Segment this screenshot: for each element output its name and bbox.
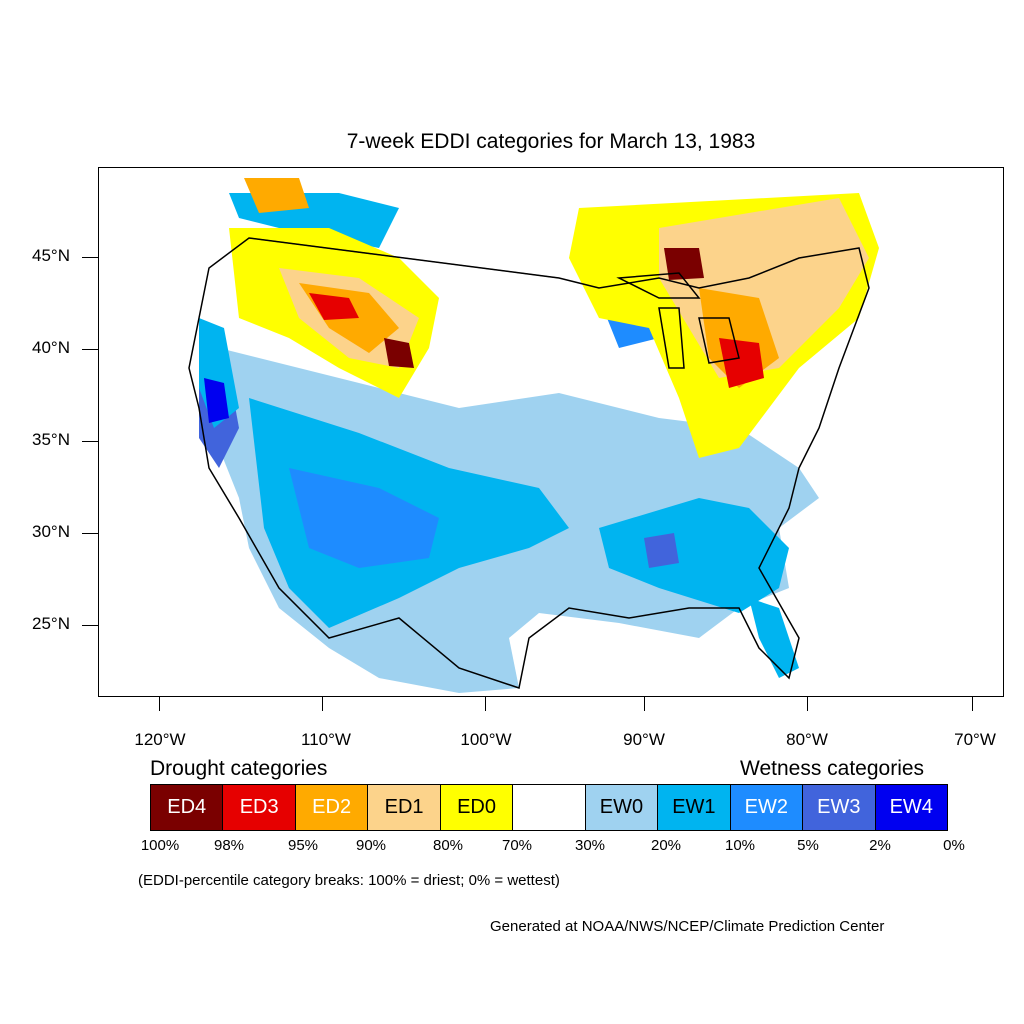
gulf-ew3	[644, 533, 679, 568]
canada-border	[248, 237, 560, 279]
lon-label-90: 90°W	[623, 730, 665, 749]
lon-label-80: 80°W	[786, 730, 828, 749]
lat-tick	[82, 441, 98, 442]
category-colorbar: ED4 ED3 ED2 ED1 ED0 EW0 EW1 EW2 EW3 EW4	[150, 784, 948, 831]
percentile-label: 80%	[432, 837, 464, 854]
legend-box-ew3: EW3	[803, 785, 876, 830]
percentile-label: 20%	[650, 837, 682, 854]
drought-regions	[229, 178, 879, 458]
legend-box-ed4: ED4	[151, 785, 224, 830]
lakes-ed3	[719, 338, 764, 388]
percentile-label: 90%	[355, 837, 387, 854]
percentile-label: 2%	[869, 837, 891, 854]
credit-line: Generated at NOAA/NWS/NCEP/Climate Predi…	[490, 918, 885, 935]
lon-tick	[485, 697, 486, 711]
california-ew4	[204, 378, 229, 423]
lat-label-25: 25°N	[32, 614, 70, 633]
percentile-label: 100%	[140, 837, 180, 854]
percentile-label: 0%	[943, 837, 965, 854]
legend-box-ed2: ED2	[295, 785, 369, 830]
percentile-label: 5%	[797, 837, 819, 854]
lon-label-120: 120°W	[134, 730, 186, 749]
se-ew1-region	[599, 498, 789, 613]
percentile-label: 30%	[574, 837, 606, 854]
lon-label-110: 110°W	[301, 730, 351, 749]
lon-tick	[807, 697, 808, 711]
legend-box-ew4: EW4	[875, 785, 947, 830]
lat-label-30: 30°N	[32, 522, 70, 541]
wetness-categories-heading: Wetness categories	[740, 757, 925, 780]
legend-box-ew2: EW2	[730, 785, 804, 830]
map-canvas	[188, 178, 879, 693]
percentile-label: 95%	[287, 837, 319, 854]
legend-box-neutral	[513, 785, 586, 830]
lon-tick	[972, 697, 973, 711]
nw-ed2	[244, 178, 309, 213]
colorado-ed4	[384, 338, 414, 368]
wyoming-ed3	[309, 293, 359, 320]
lon-label-100: 100°W	[460, 730, 512, 749]
ontario-ed4	[664, 248, 704, 280]
percentile-label: 70%	[501, 837, 533, 854]
lat-tick	[82, 349, 98, 350]
great-lakes	[616, 272, 740, 369]
legend-box-ew0: EW0	[585, 785, 659, 830]
lat-tick	[82, 533, 98, 534]
lon-tick	[644, 697, 645, 711]
lat-label-40: 40°N	[32, 338, 70, 357]
lat-tick	[82, 257, 98, 258]
category-breaks-note: (EDDI-percentile category breaks: 100% =…	[138, 872, 560, 889]
percentile-label: 10%	[724, 837, 756, 854]
legend-box-ed0: ED0	[440, 785, 514, 830]
sw-ew2-region	[289, 468, 439, 568]
us-outline	[188, 237, 870, 689]
lon-label-70: 70°W	[954, 730, 996, 749]
lat-label-35: 35°N	[32, 430, 70, 449]
wetness-regions	[199, 193, 819, 693]
eddi-map	[98, 167, 1004, 697]
drought-categories-heading: Drought categories	[150, 757, 328, 780]
lat-label-45: 45°N	[32, 246, 70, 265]
legend-box-ed3: ED3	[223, 785, 296, 830]
percentile-label: 98%	[213, 837, 245, 854]
lon-tick	[322, 697, 323, 711]
lon-tick	[159, 697, 160, 711]
lat-tick	[82, 625, 98, 626]
legend-box-ew1: EW1	[658, 785, 731, 830]
map-title: 7-week EDDI categories for March 13, 198…	[346, 130, 756, 153]
legend-box-ed1: ED1	[368, 785, 441, 830]
florida-ew1	[749, 598, 799, 678]
